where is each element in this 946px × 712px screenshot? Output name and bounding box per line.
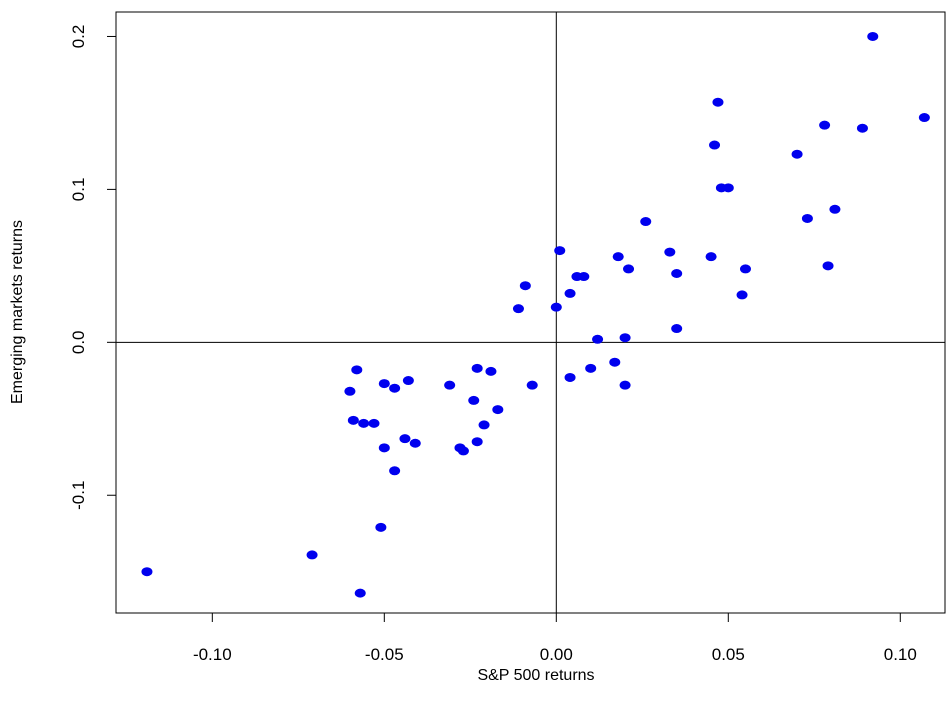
x-tick-label: 0.10 bbox=[884, 645, 917, 664]
y-tick-label: 0.1 bbox=[69, 178, 88, 202]
y-tick-label: 0.2 bbox=[69, 25, 88, 49]
data-point bbox=[829, 204, 841, 214]
x-tick-label: 0.05 bbox=[712, 645, 745, 664]
data-point bbox=[619, 333, 631, 343]
data-point bbox=[819, 120, 831, 130]
data-points bbox=[141, 31, 930, 598]
data-point bbox=[358, 418, 370, 428]
data-point bbox=[485, 366, 497, 376]
data-point bbox=[736, 290, 748, 300]
data-point bbox=[389, 383, 401, 393]
data-point bbox=[585, 363, 597, 373]
data-point bbox=[739, 264, 751, 274]
x-tick-label: -0.05 bbox=[365, 645, 404, 664]
data-point bbox=[344, 386, 356, 396]
data-point bbox=[918, 113, 930, 123]
data-point bbox=[375, 522, 387, 532]
data-point bbox=[664, 247, 676, 257]
data-point bbox=[378, 379, 390, 389]
data-point bbox=[389, 466, 401, 476]
data-point bbox=[402, 376, 414, 386]
data-point bbox=[492, 405, 504, 415]
data-point bbox=[141, 567, 153, 577]
data-point bbox=[822, 261, 834, 271]
data-point bbox=[564, 372, 576, 382]
data-point bbox=[368, 418, 380, 428]
data-point bbox=[619, 380, 631, 390]
data-point bbox=[612, 252, 624, 262]
data-point bbox=[399, 434, 411, 444]
data-point bbox=[409, 438, 421, 448]
data-point bbox=[671, 269, 683, 279]
data-point bbox=[457, 446, 469, 456]
y-tick-label: 0.0 bbox=[69, 331, 88, 355]
x-tick-label: -0.10 bbox=[193, 645, 232, 664]
data-point bbox=[354, 588, 366, 598]
data-point bbox=[554, 246, 566, 256]
data-point bbox=[347, 415, 359, 425]
data-point bbox=[550, 302, 562, 312]
data-point bbox=[791, 149, 803, 159]
data-point bbox=[306, 550, 318, 560]
data-point bbox=[592, 334, 604, 344]
data-point bbox=[471, 437, 483, 447]
data-point bbox=[671, 324, 683, 334]
data-point bbox=[709, 140, 721, 150]
data-point bbox=[471, 363, 483, 373]
data-point bbox=[519, 281, 531, 291]
reference-lines bbox=[116, 12, 945, 613]
data-point bbox=[468, 395, 480, 405]
data-point bbox=[526, 380, 538, 390]
data-point bbox=[867, 31, 879, 41]
data-point bbox=[640, 217, 652, 227]
data-point bbox=[856, 123, 868, 133]
x-tick-label: 0.00 bbox=[540, 645, 573, 664]
data-point bbox=[712, 97, 724, 107]
data-point bbox=[478, 420, 490, 430]
x-axis-label: S&P 500 returns bbox=[477, 667, 594, 684]
y-tick-label: -0.1 bbox=[69, 481, 88, 510]
data-point bbox=[564, 288, 576, 298]
data-point bbox=[722, 183, 734, 193]
plot-frame bbox=[115, 11, 946, 614]
y-axis: -0.1 0.0 0.1 0.2 bbox=[69, 25, 116, 510]
data-point bbox=[801, 213, 813, 223]
data-point bbox=[512, 304, 524, 314]
x-axis: -0.10 -0.05 0.00 0.05 0.10 bbox=[193, 613, 917, 664]
data-point bbox=[378, 443, 390, 453]
data-point bbox=[351, 365, 363, 375]
data-point bbox=[623, 264, 635, 274]
y-axis-label: Emerging markets returns bbox=[9, 220, 26, 404]
data-point bbox=[609, 357, 621, 367]
data-point bbox=[705, 252, 717, 262]
data-point bbox=[444, 380, 456, 390]
data-point bbox=[578, 272, 590, 282]
